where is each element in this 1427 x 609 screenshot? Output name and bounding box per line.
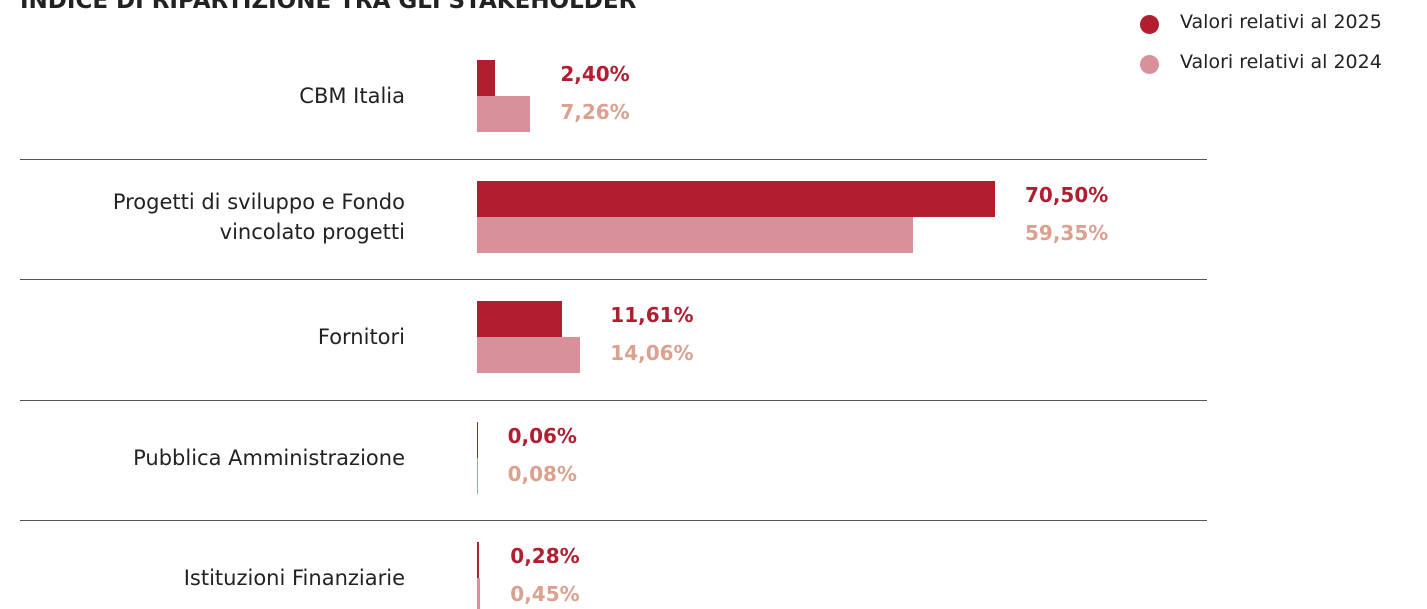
separator [20, 158, 1207, 160]
category-label: Istituzioni Finanziarie [183, 566, 405, 590]
value-label: 2,40% [560, 62, 630, 86]
value-label: 0,06% [507, 423, 577, 448]
bar [477, 180, 995, 217]
category-label: CBM Italia [299, 84, 405, 108]
legend-marker [1140, 55, 1159, 74]
category-label: Progetti di sviluppo e Fondo vincolato p… [112, 189, 405, 244]
bar [477, 337, 581, 373]
legend-label: Valori relativi al 2025 [1180, 11, 1382, 33]
value-label: 0,28% [510, 544, 580, 568]
category-label: Fornitori [317, 325, 405, 349]
value-label: 14,06% [610, 341, 694, 365]
bar [477, 96, 531, 132]
bar [477, 457, 478, 494]
separator [20, 399, 1207, 401]
value-label: 11,61% [610, 303, 694, 327]
chart-title: INDICE DI RIPARTIZIONE TRA GLI STAKEHOLD… [20, 0, 637, 14]
value-label: 0,08% [507, 461, 577, 486]
legend-marker [1140, 15, 1159, 34]
bar [477, 301, 563, 337]
value-label: 59,35% [1025, 220, 1109, 245]
bar [477, 216, 914, 253]
value-label: 7,26% [560, 100, 630, 124]
bar [477, 542, 480, 578]
value-label: 0,45% [510, 582, 580, 606]
legend-label: Valori relativi al 2024 [1180, 51, 1382, 73]
bar [477, 60, 495, 96]
separator [20, 520, 1207, 521]
category-label: Pubblica Amministrazione [133, 445, 405, 470]
separator [20, 279, 1207, 280]
value-label: 70,50% [1025, 182, 1109, 207]
bar [477, 578, 481, 609]
